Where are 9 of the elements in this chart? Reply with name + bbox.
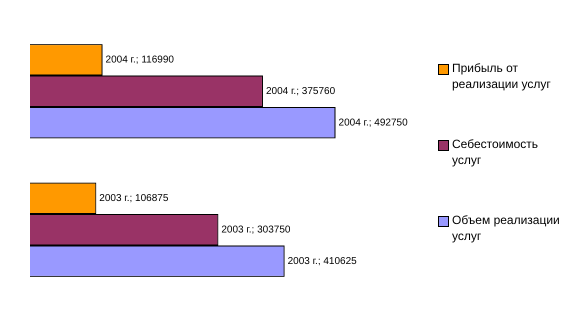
- legend-label: Объем реализации услуг: [451, 212, 561, 244]
- data-label: 2004 г.; 116990: [106, 54, 174, 66]
- data-label: 2003 г.; 106875: [99, 193, 169, 204]
- data-label: 2003 г.; 410625: [288, 256, 358, 267]
- data-label: 2004 г.; 375760: [266, 86, 336, 97]
- legend-label: Прибыль от реализации услуг: [451, 60, 552, 92]
- data-label: 2003 г.; 303750: [221, 224, 291, 236]
- legend-label: Себестоимость услуг: [451, 136, 540, 168]
- data-label: 2004 г.; 492750: [338, 117, 408, 128]
